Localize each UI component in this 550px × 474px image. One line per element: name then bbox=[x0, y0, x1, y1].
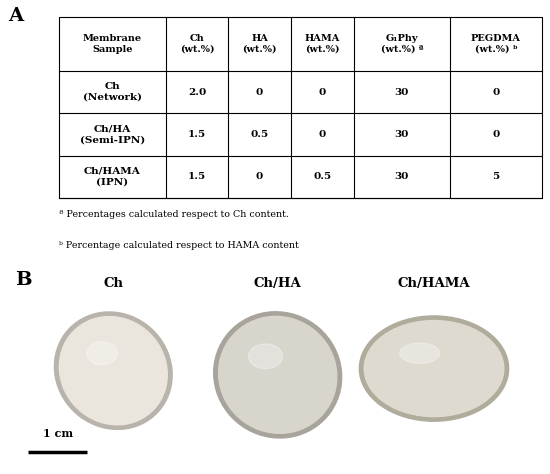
Text: 0: 0 bbox=[492, 88, 499, 97]
Ellipse shape bbox=[249, 344, 283, 369]
Ellipse shape bbox=[59, 317, 167, 425]
Text: Ch/HA: Ch/HA bbox=[254, 277, 301, 291]
Text: B: B bbox=[15, 271, 32, 289]
Ellipse shape bbox=[400, 343, 439, 364]
Text: HAMA
(wt.%): HAMA (wt.%) bbox=[305, 34, 340, 54]
Text: 0: 0 bbox=[256, 172, 263, 181]
Text: 1.5: 1.5 bbox=[188, 172, 206, 181]
Text: Ch: Ch bbox=[103, 277, 123, 291]
Ellipse shape bbox=[54, 312, 172, 429]
Text: HA
(wt.%): HA (wt.%) bbox=[243, 34, 277, 54]
Ellipse shape bbox=[218, 317, 337, 433]
Text: ᵇ Percentage calculated respect to HAMA content: ᵇ Percentage calculated respect to HAMA … bbox=[59, 241, 299, 250]
Text: A: A bbox=[8, 7, 23, 25]
Text: 1 cm: 1 cm bbox=[43, 428, 73, 439]
Text: 30: 30 bbox=[395, 130, 409, 139]
Ellipse shape bbox=[214, 312, 342, 438]
Ellipse shape bbox=[364, 320, 504, 417]
Text: 30: 30 bbox=[395, 88, 409, 97]
Text: 1.5: 1.5 bbox=[188, 130, 206, 139]
Text: 2.0: 2.0 bbox=[188, 88, 206, 97]
Text: PEGDMA
(wt.%) ᵇ: PEGDMA (wt.%) ᵇ bbox=[471, 34, 521, 54]
Text: Ch
(wt.%): Ch (wt.%) bbox=[180, 34, 214, 54]
Text: 0.5: 0.5 bbox=[251, 130, 268, 139]
Text: 0: 0 bbox=[492, 130, 499, 139]
Ellipse shape bbox=[359, 316, 509, 421]
Text: 5: 5 bbox=[492, 172, 499, 181]
Text: Ch/HAMA: Ch/HAMA bbox=[398, 277, 470, 291]
Text: 0: 0 bbox=[318, 88, 326, 97]
Text: 0: 0 bbox=[256, 88, 263, 97]
Text: Ch/HA
(Semi-IPN): Ch/HA (Semi-IPN) bbox=[80, 125, 145, 144]
Ellipse shape bbox=[87, 342, 118, 365]
Text: Membrane
Sample: Membrane Sample bbox=[83, 34, 142, 54]
Text: ª Percentages calculated respect to Ch content.: ª Percentages calculated respect to Ch c… bbox=[59, 210, 289, 219]
Text: 0: 0 bbox=[318, 130, 326, 139]
Text: 30: 30 bbox=[395, 172, 409, 181]
Text: G₁Phy
(wt.%) ª: G₁Phy (wt.%) ª bbox=[381, 34, 423, 54]
Text: Ch
(Network): Ch (Network) bbox=[83, 82, 142, 102]
Text: 0.5: 0.5 bbox=[314, 172, 331, 181]
Text: Ch/HAMA
(IPN): Ch/HAMA (IPN) bbox=[84, 167, 141, 186]
